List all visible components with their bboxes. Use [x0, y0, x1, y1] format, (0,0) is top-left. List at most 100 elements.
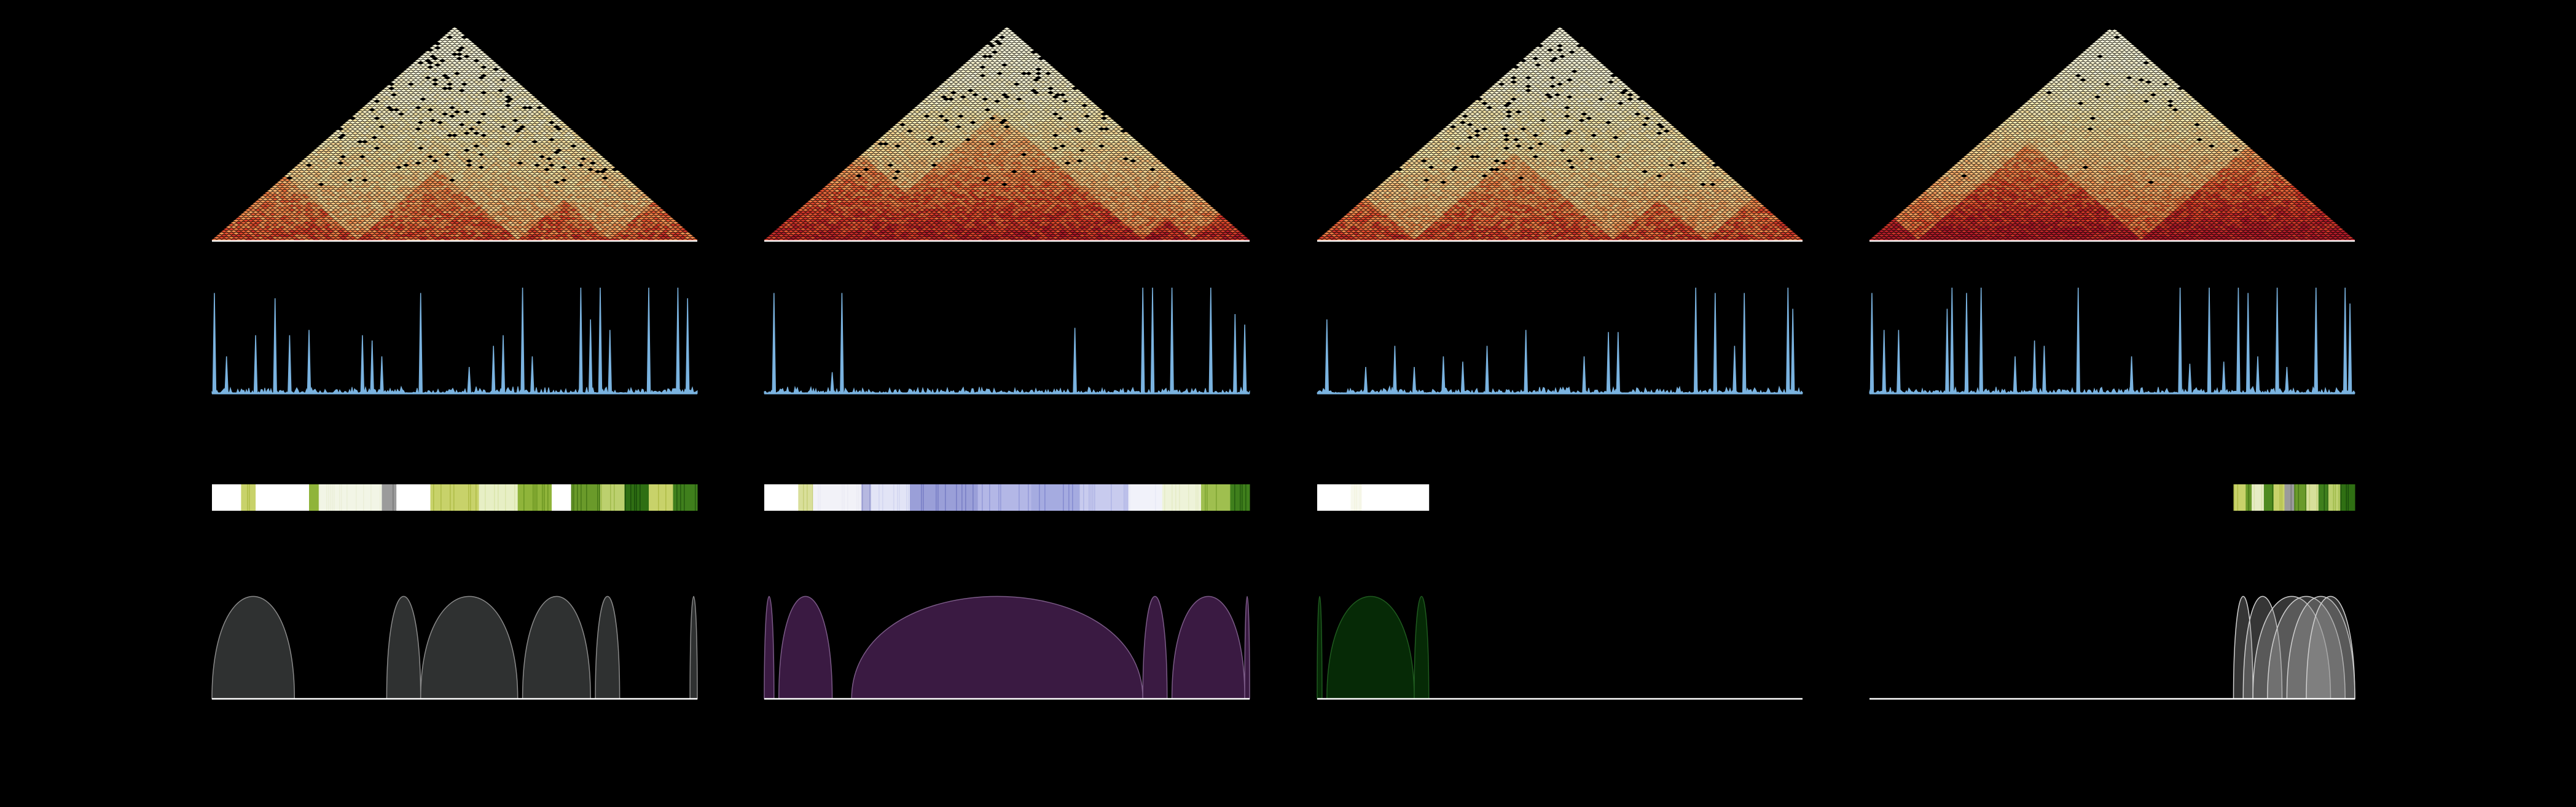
panel-4-heatmap [1869, 27, 2355, 242]
panel-2-signal-track [764, 287, 1250, 395]
panel-3-state-segment-2 [1361, 484, 1430, 511]
panel-1-signal-noise [211, 385, 698, 395]
panel-1-signal-peak-13 [520, 287, 525, 394]
panel-4-signal-peak-15 [2222, 361, 2226, 394]
panel-1-signal-peak-2 [253, 335, 258, 394]
panel-1-state-segment-3 [309, 484, 319, 511]
panel-1-arc-3 [522, 596, 591, 699]
panel-1-signal-peak-9 [418, 293, 423, 394]
panel-1-signal-peak-4 [288, 335, 292, 394]
panel-1-signal-peak-16 [588, 319, 593, 394]
panel-3-signal-peak-7 [1524, 329, 1528, 394]
panel-4-state-segment-0 [2233, 484, 2246, 511]
panel-2-state-segment-0 [764, 484, 799, 511]
panel-1-signal-peak-1 [224, 356, 229, 394]
panel-4-state-segment-4 [2273, 484, 2285, 511]
panel-3-signal-peak-16 [1790, 309, 1795, 394]
panel-1-arc-0 [211, 596, 296, 699]
panel-2-state-segment-10 [1162, 484, 1202, 511]
panel-1-signal-peak-0 [212, 293, 217, 394]
panel-4-signal-peak-14 [2207, 287, 2212, 394]
panel-1-signal-peak-5 [307, 329, 311, 394]
panel-4-arc-5 [2306, 596, 2355, 699]
panel-2-state-segment-9 [1128, 484, 1163, 511]
panel-1-state-segment-2 [256, 484, 310, 511]
panel-1-state-bar [212, 484, 698, 511]
panel-1-state-segment-4 [318, 484, 382, 511]
panel-4-signal-peak-1 [1882, 329, 1886, 394]
panel-1-signal-peak-18 [608, 329, 613, 394]
panel-1-arc-track [211, 596, 698, 699]
panel-4-signal-peak-19 [2275, 287, 2279, 394]
panel-1 [211, 0, 698, 807]
panel-1-state-segment-12 [600, 484, 625, 511]
panel-1-signal-peak-3 [273, 298, 277, 394]
panel-3-arc-2 [1414, 596, 1430, 699]
panel-2-state-segment-2 [813, 484, 862, 511]
panel-4-arc-0 [2233, 596, 2253, 699]
panel-3-state-segment-0 [1317, 484, 1351, 511]
panel-2-state-segment-1 [798, 484, 813, 511]
panel-4-state-bar [2233, 484, 2355, 511]
panel-1-state-segment-11 [571, 484, 601, 511]
panel-3-arc-track [1317, 596, 1430, 699]
panel-2-arc-2 [851, 596, 1143, 699]
panel-3-signal-noise [1317, 385, 1803, 395]
panel-4-state-segment-6 [2294, 484, 2307, 511]
panel-1-state-segment-1 [241, 484, 256, 511]
panel-2-signal-peak-9 [1242, 325, 1247, 394]
panel-2-signal-peak-5 [1150, 287, 1155, 394]
panel-4-state-segment-10 [2340, 484, 2355, 511]
panel-2-signal-peak-6 [1170, 287, 1174, 394]
panel-1-signal-peak-19 [646, 287, 651, 394]
panel-3-signal-peak-5 [1460, 361, 1465, 394]
panel-1-signal-peak-11 [491, 345, 496, 394]
panel-3-arc-0 [1317, 596, 1323, 699]
panel-3-svg [1317, 27, 1803, 700]
panel-4-signal-peak-21 [2314, 287, 2319, 394]
panel-2-arc-1 [778, 596, 833, 699]
panel-3-signal-peak-6 [1485, 345, 1489, 394]
panel-4-signal-peak-4 [1950, 287, 1954, 394]
panel-2-state-bar [764, 484, 1250, 511]
panel-3-heatmap [1317, 27, 1803, 242]
panel-1-state-segment-14 [649, 484, 673, 511]
panel-4-signal-peak-9 [2042, 345, 2046, 394]
panel-4-arc-track [2233, 596, 2355, 699]
panel-4-signal-peak-2 [1897, 329, 1901, 394]
panel-4-signal-peak-8 [2032, 340, 2037, 394]
panel-2-signal-noise [764, 385, 1250, 395]
panel-2-signal-peak-0 [772, 293, 777, 394]
panel-2-arc-0 [764, 596, 775, 699]
panel-2-state-segment-3 [861, 484, 872, 511]
panel-4-arc-3 [2267, 596, 2346, 699]
panel-3-signal-peak-11 [1693, 287, 1698, 394]
panel-1-arc-2 [420, 596, 519, 699]
panel-3-signal-peak-13 [1732, 345, 1737, 394]
panel-4-signal-peak-7 [2013, 356, 2018, 394]
panel-3-signal-peak-10 [1616, 332, 1621, 394]
panel-2-arc-3 [1142, 596, 1168, 699]
panel-2-arc-5 [1244, 596, 1250, 699]
panel-4-signal-peak-20 [2285, 366, 2289, 394]
panel-2-signal-peak-7 [1208, 287, 1213, 394]
panel-3-signal-peak-1 [1363, 366, 1368, 394]
panel-2-state-segment-6 [977, 484, 1032, 511]
panel-3-signal-peak-12 [1713, 293, 1718, 394]
panel-4-signal-peak-6 [1979, 287, 1983, 394]
panel-1-signal-peak-14 [530, 356, 534, 394]
panel-4 [1869, 0, 2355, 807]
panel-3-signal-peak-8 [1582, 356, 1586, 394]
panel-2-state-segment-5 [910, 484, 979, 511]
panel-2-arc-4 [1171, 596, 1245, 699]
panel-4-signal-peak-23 [2347, 303, 2352, 394]
panel-3-signal-track [1317, 287, 1803, 395]
panel-1-signal-peak-20 [676, 287, 680, 394]
panel-4-svg [1869, 27, 2355, 700]
panel-2-signal-peak-8 [1233, 313, 1237, 394]
panel-4-arc-2 [2252, 596, 2331, 699]
panel-1-signal-peak-12 [501, 335, 506, 394]
panel-2-signal-peak-3 [1073, 328, 1077, 394]
panel-1-signal-peak-17 [598, 287, 603, 394]
